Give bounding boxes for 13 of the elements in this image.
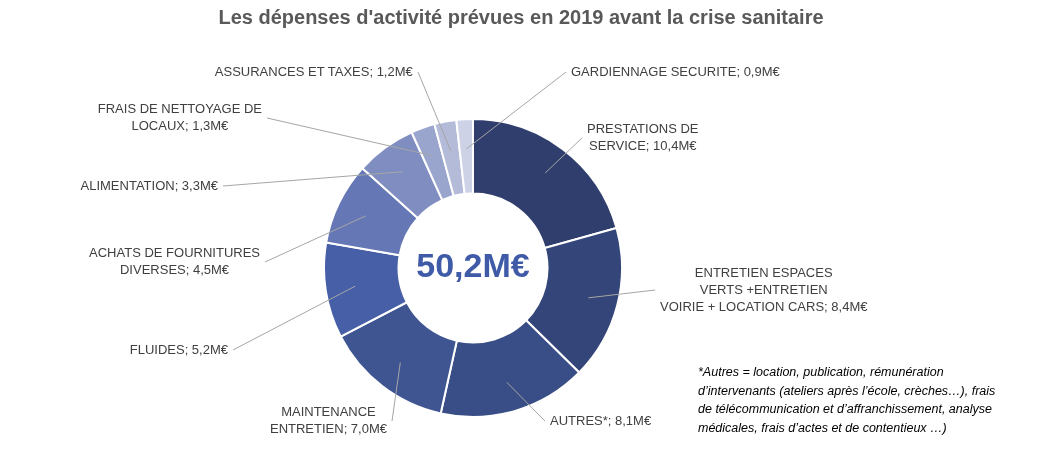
slice-label: ENTRETIEN ESPACES VERTS +ENTRETIEN VOIRIE + LOCATION CARS; 8,4M€ bbox=[659, 264, 869, 314]
slice-label: ACHATS DE FOURNITURES DIVERSES; 4,5M€ bbox=[89, 245, 261, 278]
slice-label: AUTRES*; 8,1M€ bbox=[549, 412, 652, 428]
slice-label: FLUIDES; 5,2M€ bbox=[129, 341, 229, 357]
slice-label: MAINTENANCE ENTRETIEN; 7,0M€ bbox=[269, 404, 388, 437]
slice-label: GARDIENNAGE SECURITE; 0,9M€ bbox=[570, 63, 781, 79]
slice-label: FRAIS DE NETTOYAGE DE LOCAUX; 1,3M€ bbox=[97, 101, 263, 134]
slice-label: PRESTATIONS DE SERVICE; 10,4M€ bbox=[587, 121, 699, 154]
slice-label: ALIMENTATION; 3,3M€ bbox=[80, 177, 219, 193]
slice-label: ASSURANCES ET TAXES; 1,2M€ bbox=[214, 63, 414, 79]
text: 50,2M€ bbox=[416, 246, 530, 285]
text: *Autres = location, publication, rémunération d’intervenants (ateliers après l’école, crèches…), frais de télécommunication et d’affranchissement, analyse médicales, frais d’actes et de contentieux …) bbox=[698, 364, 997, 437]
chart-title: Les dépenses d'activité prévues en 2019 avant la crise sanitaire bbox=[217, 6, 825, 29]
